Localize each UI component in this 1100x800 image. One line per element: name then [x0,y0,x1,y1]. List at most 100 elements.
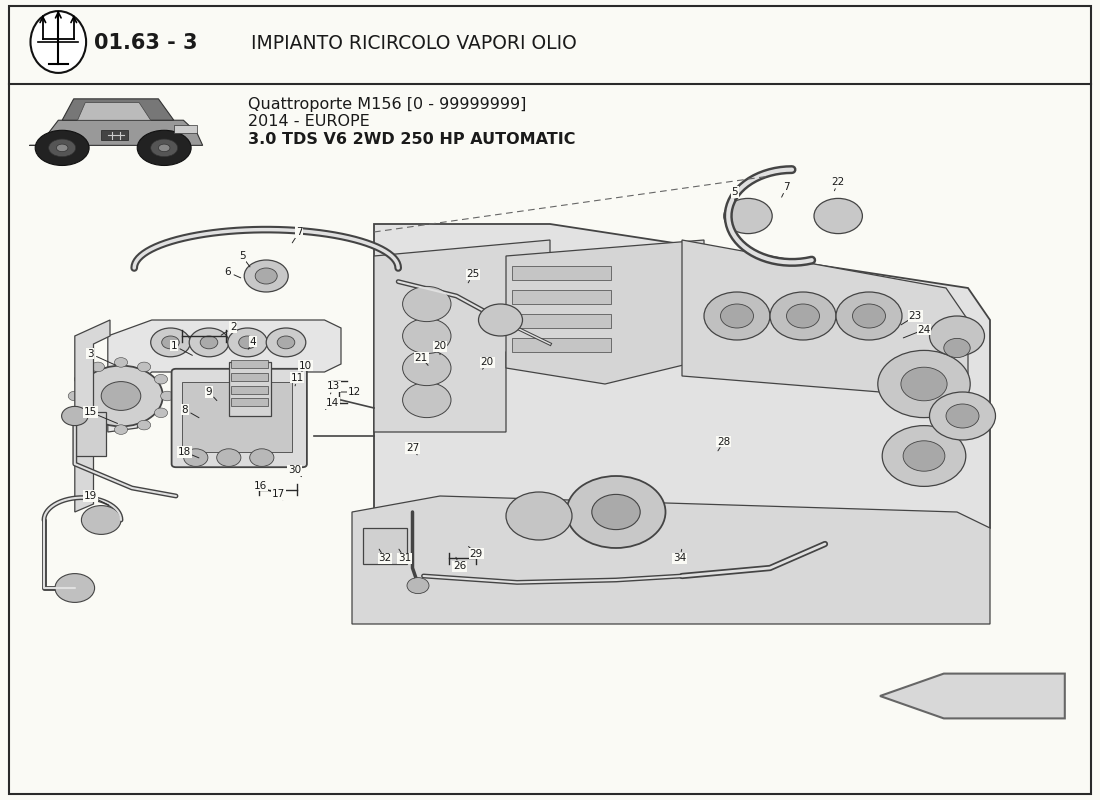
Circle shape [592,494,640,530]
Circle shape [91,362,104,372]
Text: 13: 13 [327,382,340,391]
Text: 24: 24 [917,325,931,334]
Bar [512,314,610,328]
Bar [363,528,407,564]
Circle shape [154,408,167,418]
Text: 3.0 TDS V6 2WD 250 HP AUTOMATIC: 3.0 TDS V6 2WD 250 HP AUTOMATIC [248,132,575,146]
Circle shape [266,328,306,357]
Circle shape [114,358,128,367]
Circle shape [55,574,95,602]
Text: 10: 10 [299,361,312,370]
Text: 1: 1 [170,341,177,350]
Circle shape [162,336,179,349]
Circle shape [138,420,151,430]
Circle shape [255,268,277,284]
Circle shape [244,260,288,292]
Circle shape [786,304,820,328]
Circle shape [882,426,966,486]
Text: 30: 30 [288,466,301,475]
Text: 28: 28 [717,437,730,446]
Polygon shape [30,120,202,146]
Text: 7: 7 [296,227,303,237]
Circle shape [478,304,522,336]
Circle shape [138,362,151,372]
Circle shape [228,328,267,357]
Circle shape [48,139,76,157]
Text: 01.63 - 3: 01.63 - 3 [94,34,197,53]
Circle shape [836,292,902,340]
Bar [231,386,268,394]
Text: 21: 21 [415,353,428,362]
Text: 29: 29 [470,549,483,558]
Circle shape [75,408,88,418]
Text: 19: 19 [84,491,97,501]
Circle shape [407,578,429,594]
Text: 3: 3 [87,349,94,358]
Circle shape [35,130,89,166]
Text: 27: 27 [406,443,419,453]
Circle shape [158,144,170,152]
Circle shape [161,391,174,401]
Text: 18: 18 [178,447,191,457]
Circle shape [114,425,128,434]
Text: 22: 22 [832,178,845,187]
Circle shape [200,336,218,349]
Polygon shape [682,240,968,392]
Text: 12: 12 [348,387,361,397]
Text: 4: 4 [250,337,256,346]
Text: 11: 11 [290,373,304,382]
Text: 23: 23 [909,311,922,321]
Circle shape [944,338,970,358]
Bar [101,130,128,140]
Polygon shape [75,320,110,512]
Circle shape [81,506,121,534]
Ellipse shape [31,11,86,73]
Circle shape [91,420,104,430]
Text: 2014 - EUROPE: 2014 - EUROPE [248,114,370,129]
Circle shape [151,139,178,157]
Circle shape [101,382,141,410]
Text: IMPIANTO RICIRCOLO VAPORI OLIO: IMPIANTO RICIRCOLO VAPORI OLIO [245,34,578,53]
Circle shape [930,392,996,440]
Circle shape [403,286,451,322]
Text: 15: 15 [84,407,97,417]
Text: 32: 32 [378,554,392,563]
Text: 7: 7 [783,182,790,192]
Circle shape [138,130,191,166]
Bar [229,362,271,416]
Bar [182,382,292,452]
Polygon shape [62,99,174,120]
Circle shape [68,391,81,401]
Text: 5: 5 [239,251,245,261]
Circle shape [184,449,208,466]
Circle shape [770,292,836,340]
Circle shape [189,328,229,357]
Text: 6: 6 [224,267,231,277]
Circle shape [79,366,163,426]
Circle shape [376,260,420,292]
Circle shape [250,449,274,466]
Text: 9: 9 [206,387,212,397]
Bar [174,126,197,133]
Text: 17: 17 [272,490,285,499]
Circle shape [75,374,88,384]
Polygon shape [880,674,1065,718]
Circle shape [277,336,295,349]
Circle shape [56,144,68,152]
Text: 34: 34 [673,554,686,563]
Text: 25: 25 [466,270,480,279]
Circle shape [946,404,979,428]
Circle shape [151,328,190,357]
Circle shape [724,198,772,234]
Text: 20: 20 [481,358,494,367]
Text: 14: 14 [326,398,339,408]
Polygon shape [352,496,990,624]
Text: Quattroporte M156 [0 - 99999999]: Quattroporte M156 [0 - 99999999] [248,97,526,111]
Circle shape [506,492,572,540]
Text: 26: 26 [453,562,466,571]
Circle shape [403,382,451,418]
FancyBboxPatch shape [172,369,307,467]
Bar [512,290,610,304]
Bar [231,373,268,381]
Circle shape [704,292,770,340]
